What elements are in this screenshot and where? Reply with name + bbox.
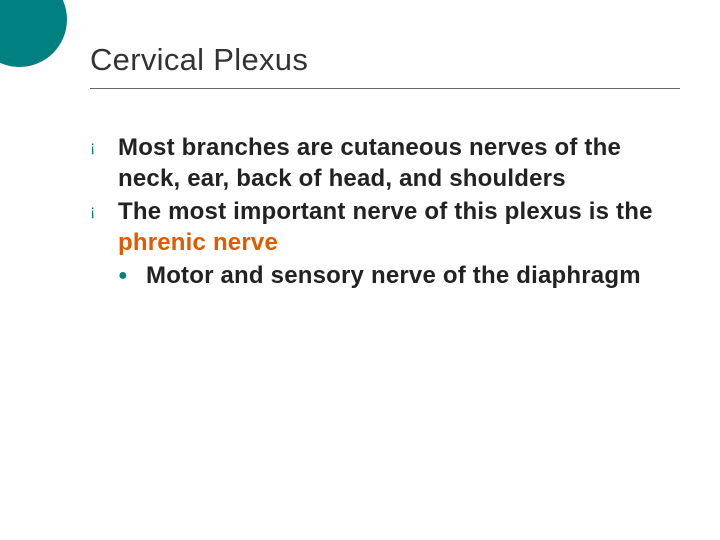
list-item: ¡ Most branches are cutaneous nerves of … bbox=[90, 132, 680, 194]
bullet-text: The most important nerve of this plexus … bbox=[118, 196, 680, 258]
sub-bullet-text: Motor and sensory nerve of the diaphragm bbox=[146, 260, 680, 291]
list-item: ¡ The most important nerve of this plexu… bbox=[90, 196, 680, 258]
list-item: ● Motor and sensory nerve of the diaphra… bbox=[118, 260, 680, 291]
bullet-icon: ¡ bbox=[90, 196, 118, 227]
slide: Cervical Plexus ¡ Most branches are cuta… bbox=[0, 0, 720, 540]
bullet-text: Most branches are cutaneous nerves of th… bbox=[118, 132, 680, 194]
bullet-text-highlight: phrenic nerve bbox=[118, 229, 278, 256]
decor-corner-circle bbox=[0, 0, 67, 67]
bullet-text-prefix: The most important nerve of this plexus … bbox=[118, 198, 653, 225]
bullet-icon: ¡ bbox=[90, 132, 118, 163]
title-block: Cervical Plexus bbox=[90, 42, 680, 89]
title-underline bbox=[90, 88, 680, 89]
sub-bullet-icon: ● bbox=[118, 260, 146, 291]
slide-content: ¡ Most branches are cutaneous nerves of … bbox=[90, 132, 680, 291]
slide-title: Cervical Plexus bbox=[90, 42, 680, 78]
